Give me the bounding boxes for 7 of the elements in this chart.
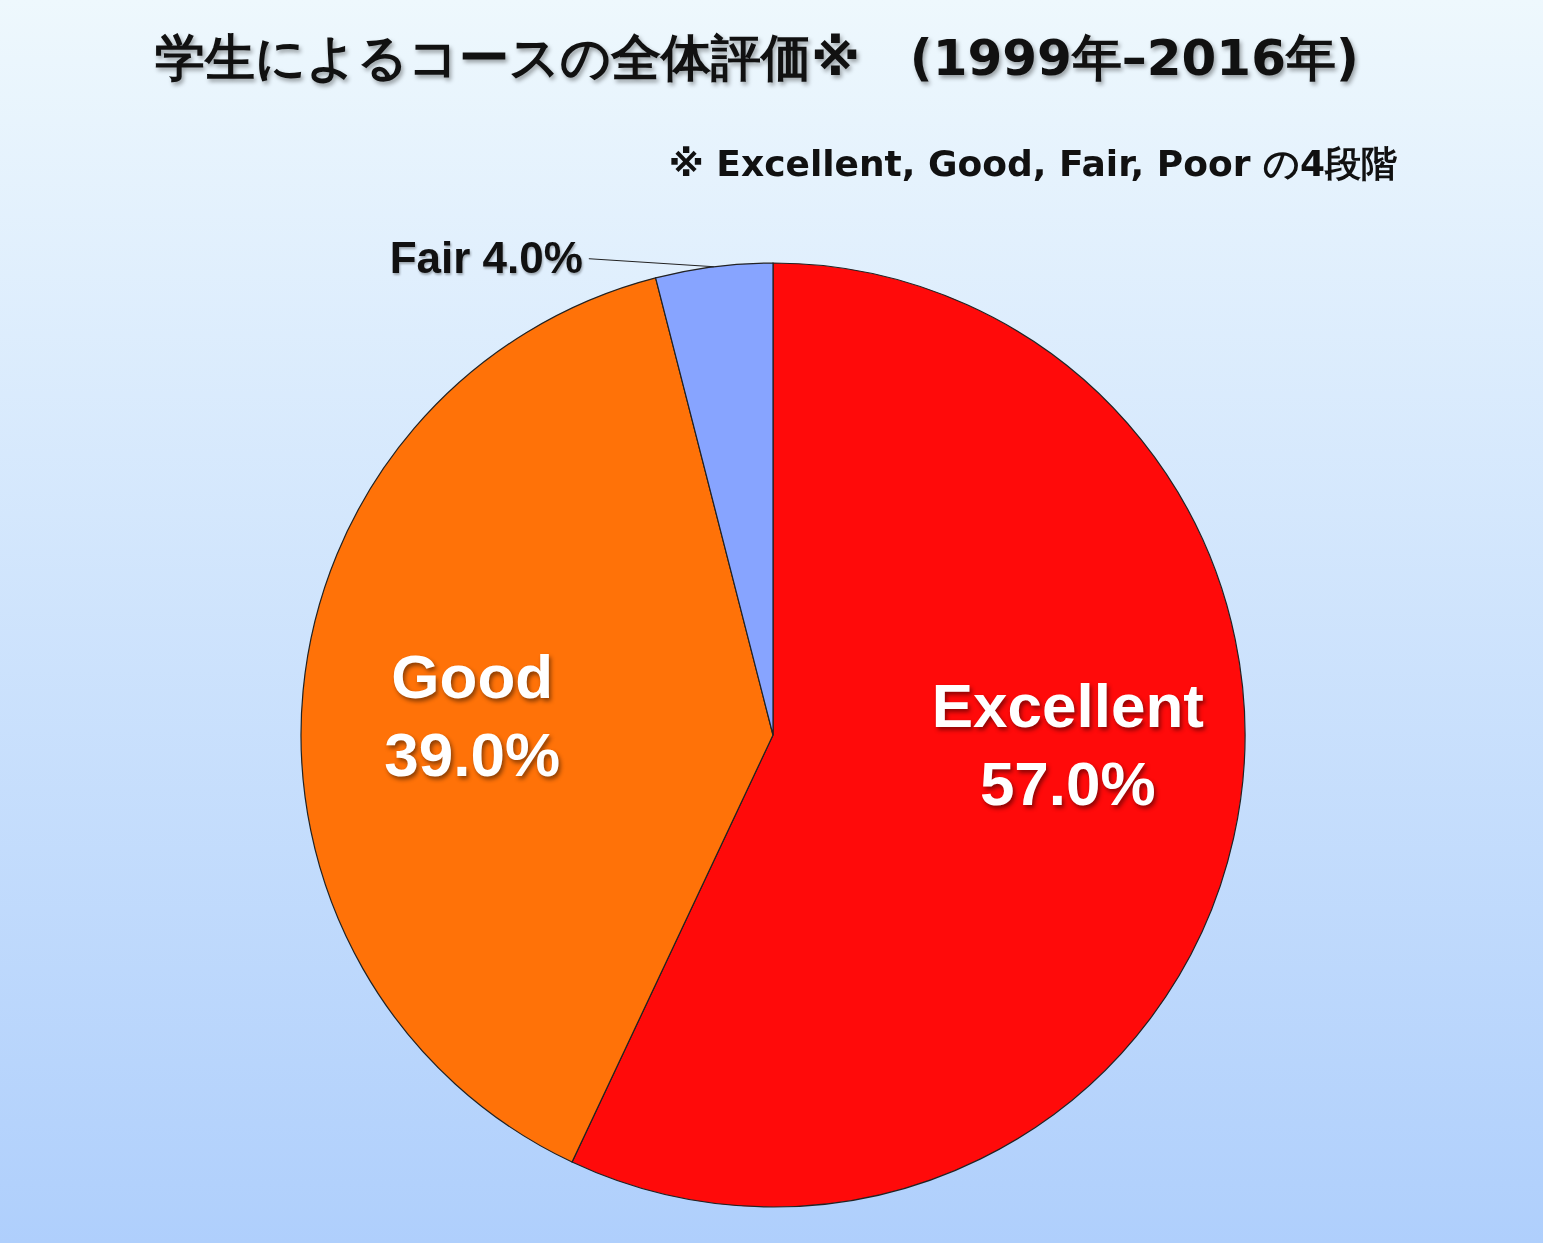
- slice-label: Good: [391, 642, 554, 712]
- data-label: 57.0%: [979, 748, 1156, 818]
- slice-label: Fair 4.0%: [389, 232, 583, 282]
- chart-subtitle: ※ Excellent, Good, Fair, Poor の4段階: [668, 143, 1398, 184]
- chart-title: 学生によるコースの全体評価※ (1999年–2016年): [155, 29, 1359, 87]
- slice-label: Excellent: [931, 670, 1204, 740]
- data-label: 39.0%: [384, 720, 561, 790]
